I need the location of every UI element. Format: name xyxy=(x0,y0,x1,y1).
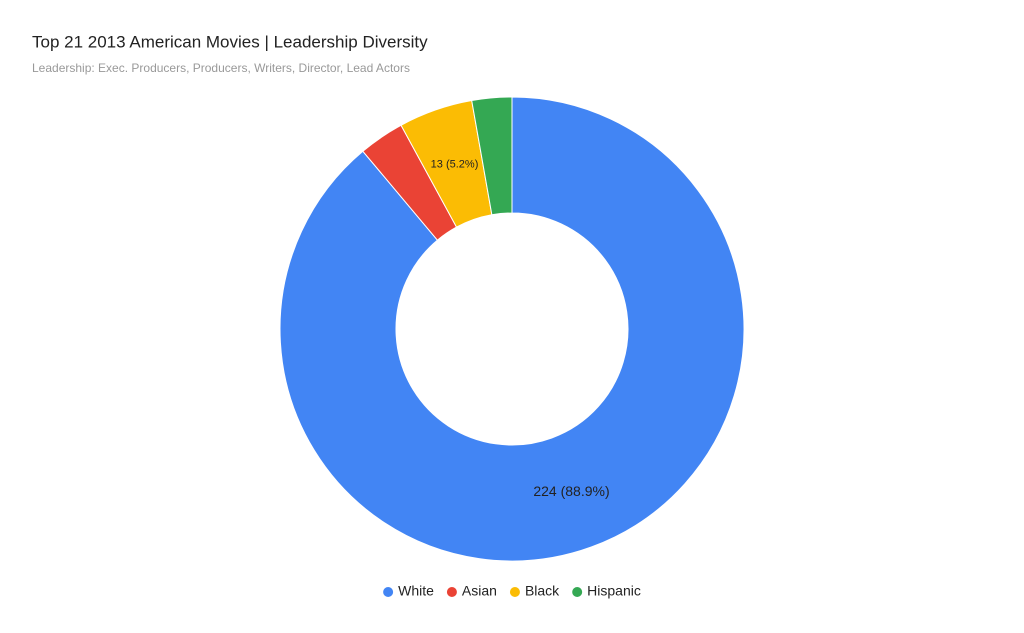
legend-label: White xyxy=(398,583,434,599)
legend-label: Hispanic xyxy=(587,583,641,599)
donut: 224 (88.9%) 13 (5.2%) xyxy=(279,96,745,562)
legend-marker xyxy=(572,587,583,597)
legend-label: Asian xyxy=(462,583,497,599)
chart-subtitle: Leadership: Exec. Producers, Producers, … xyxy=(32,61,410,75)
data-label: 224 (88.9%) xyxy=(533,483,609,499)
slice xyxy=(279,96,745,562)
data-label: 13 (5.2%) xyxy=(431,159,479,171)
slice xyxy=(471,96,513,216)
legend-marker xyxy=(383,587,394,597)
legend-label: Black xyxy=(525,583,560,599)
legend: White Asian Black Hispanic xyxy=(383,583,641,599)
legend-marker xyxy=(446,587,457,597)
legend-marker xyxy=(509,587,520,597)
chart-title: Top 21 2013 American Movies | Leadership… xyxy=(32,32,428,51)
